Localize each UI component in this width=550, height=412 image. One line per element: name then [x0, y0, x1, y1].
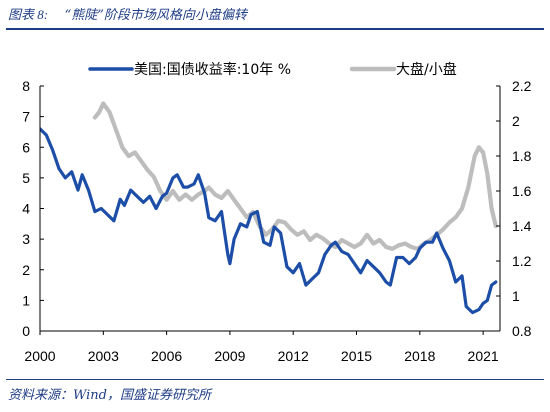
y-right-tick-label: 1 [512, 288, 520, 304]
figure-title: “熊陡”阶段市场风格向小盘偏转 [64, 8, 247, 23]
x-tick-label: 2006 [151, 348, 182, 364]
series-line-large-small [92, 101, 498, 251]
caption-rule [6, 28, 544, 30]
y-left-tick-label: 7 [22, 109, 30, 125]
source-rule [6, 379, 544, 380]
x-tick-label: 2003 [88, 348, 119, 364]
y-left-tick-label: 3 [22, 231, 30, 247]
y-left-tick-label: 6 [22, 139, 30, 155]
legend-label-1: 美国:国债收益率:10年 % [134, 61, 291, 78]
x-tick-label: 2009 [214, 348, 245, 364]
plot-area [40, 101, 498, 315]
y-left-tick-label: 0 [22, 323, 30, 339]
figure-caption: 图表 8: “熊陡”阶段市场风格向小盘偏转 [8, 4, 247, 23]
y-right-tick-label: 1.8 [512, 148, 532, 164]
figure-label: 图表 8: [8, 7, 49, 22]
y-right-tick-label: 1.4 [512, 218, 532, 234]
legend-label-2: 大盘/小盘 [396, 61, 457, 78]
x-tick-label: 2015 [341, 348, 372, 364]
x-tick-label: 2018 [404, 348, 435, 364]
source-note: 资料来源：Wind，国盛证券研究所 [8, 388, 211, 403]
x-tick-label: 2000 [24, 348, 55, 364]
y-left-tick-label: 4 [22, 201, 30, 217]
y-left-tick-label: 8 [22, 78, 30, 94]
y-right-tick-label: 2.2 [512, 78, 532, 94]
y-left-tick-label: 5 [22, 170, 30, 186]
series-line-us10y [40, 127, 498, 315]
y-right-tick-label: 1.6 [512, 183, 532, 199]
legend: 美国:国债收益率:10年 % 大盘/小盘 [88, 61, 457, 78]
y-right-tick-label: 1.2 [512, 253, 532, 269]
y-right-tick-label: 0.8 [512, 323, 532, 339]
x-tick-label: 2012 [278, 348, 309, 364]
y-left-tick-label: 2 [22, 262, 30, 278]
y-right-tick-label: 2 [512, 113, 520, 129]
axes: 0 1 2 3 4 5 6 7 8 0.8 1 1.2 1.4 1.6 1.8 2 2.2 2000 2003 200… [22, 78, 531, 364]
y-left-tick-label: 1 [22, 292, 30, 308]
x-tick-label: 2021 [468, 348, 499, 364]
